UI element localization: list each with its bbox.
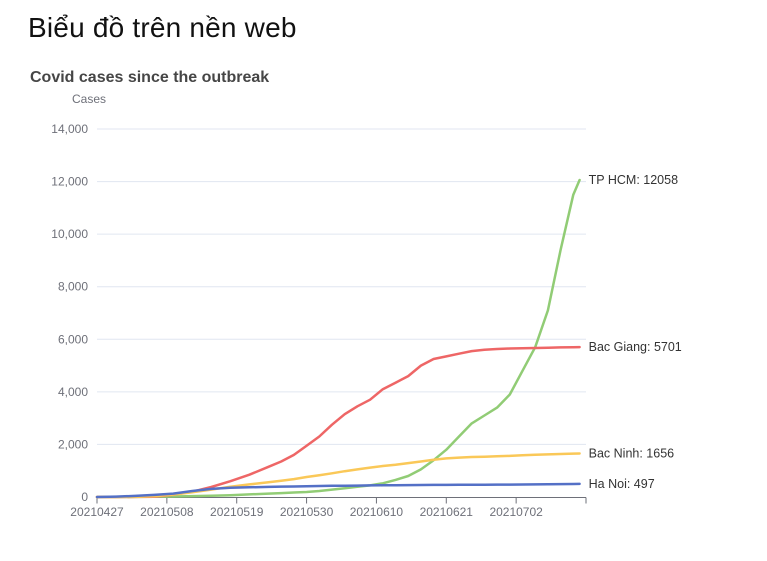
series-line-ha-noi[interactable] xyxy=(95,482,581,499)
series-end-label-bac-giang: Bac Giang: 5701 xyxy=(589,340,682,354)
x-tick-label: 20210610 xyxy=(350,505,404,519)
y-tick-label: 6,000 xyxy=(58,332,88,346)
series-end-label-tp-hcm: TP HCM: 12058 xyxy=(589,173,678,187)
series-line-bac-ninh[interactable] xyxy=(95,452,581,499)
x-tick-label: 20210519 xyxy=(210,505,264,519)
y-axis-name: Cases xyxy=(72,92,107,106)
y-tick-label: 10,000 xyxy=(51,227,88,241)
y-tick-label: 12,000 xyxy=(51,175,88,189)
x-tick-label: 20210427 xyxy=(70,505,124,519)
x-tick-label: 20210702 xyxy=(489,505,543,519)
page-title: Biểu đồ trên nền web xyxy=(28,12,297,43)
y-tick-label: 8,000 xyxy=(58,280,88,294)
series-line-bac-giang[interactable] xyxy=(95,345,581,499)
series-line-tp-hcm[interactable] xyxy=(95,178,581,499)
x-tick-label: 20210530 xyxy=(280,505,334,519)
y-tick-label: 0 xyxy=(81,490,88,504)
chart-title: Covid cases since the outbreak xyxy=(30,69,270,86)
y-tick-label: 14,000 xyxy=(51,122,88,136)
x-tick-label: 20210621 xyxy=(420,505,474,519)
y-tick-label: 2,000 xyxy=(58,437,88,451)
x-tick-label: 20210508 xyxy=(140,505,194,519)
series-end-label-ha-noi: Ha Noi: 497 xyxy=(589,477,655,491)
y-tick-label: 4,000 xyxy=(58,385,88,399)
series-end-label-bac-ninh: Bac Ninh: 1656 xyxy=(589,446,675,460)
